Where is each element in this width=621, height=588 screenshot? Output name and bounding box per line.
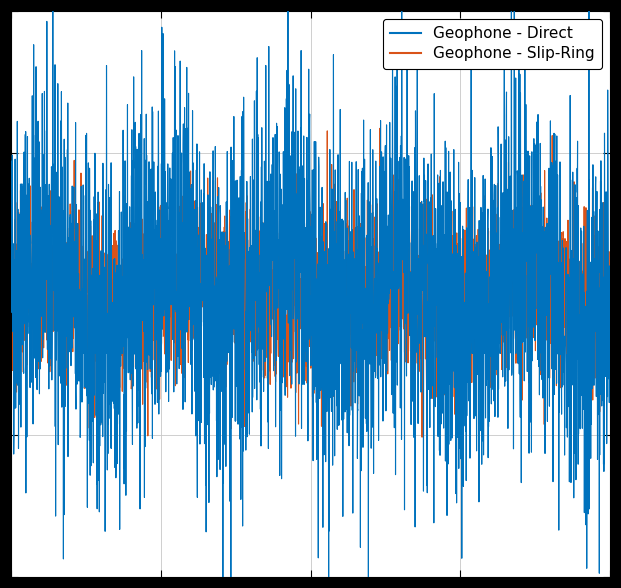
Geophone - Slip-Ring [111,357,119,364]
Geophone - Slip-Ring [376,125,384,132]
Geophone - Direct [237,496,245,503]
Geophone - Slip-Ring [530,334,538,341]
Geophone - Direct [606,305,614,312]
Legend: Geophone - Direct, Geophone - Slip-Ring: Geophone - Direct, Geophone - Slip-Ring [383,19,602,69]
Geophone - Slip-Ring [263,245,270,252]
Line: Geophone - Slip-Ring: Geophone - Slip-Ring [11,128,610,437]
Geophone - Direct [7,248,15,255]
Geophone - Slip-Ring [606,296,614,303]
Geophone - Direct [594,258,602,265]
Geophone - Direct [76,352,83,359]
Geophone - Slip-Ring [7,216,15,223]
Geophone - Direct [111,272,119,279]
Geophone - Slip-Ring [594,290,602,297]
Geophone - Slip-Ring [419,434,426,441]
Geophone - Slip-Ring [237,274,245,281]
Geophone - Direct [263,274,271,281]
Geophone - Direct [530,135,538,142]
Geophone - Slip-Ring [76,347,83,354]
Line: Geophone - Direct: Geophone - Direct [11,0,610,588]
